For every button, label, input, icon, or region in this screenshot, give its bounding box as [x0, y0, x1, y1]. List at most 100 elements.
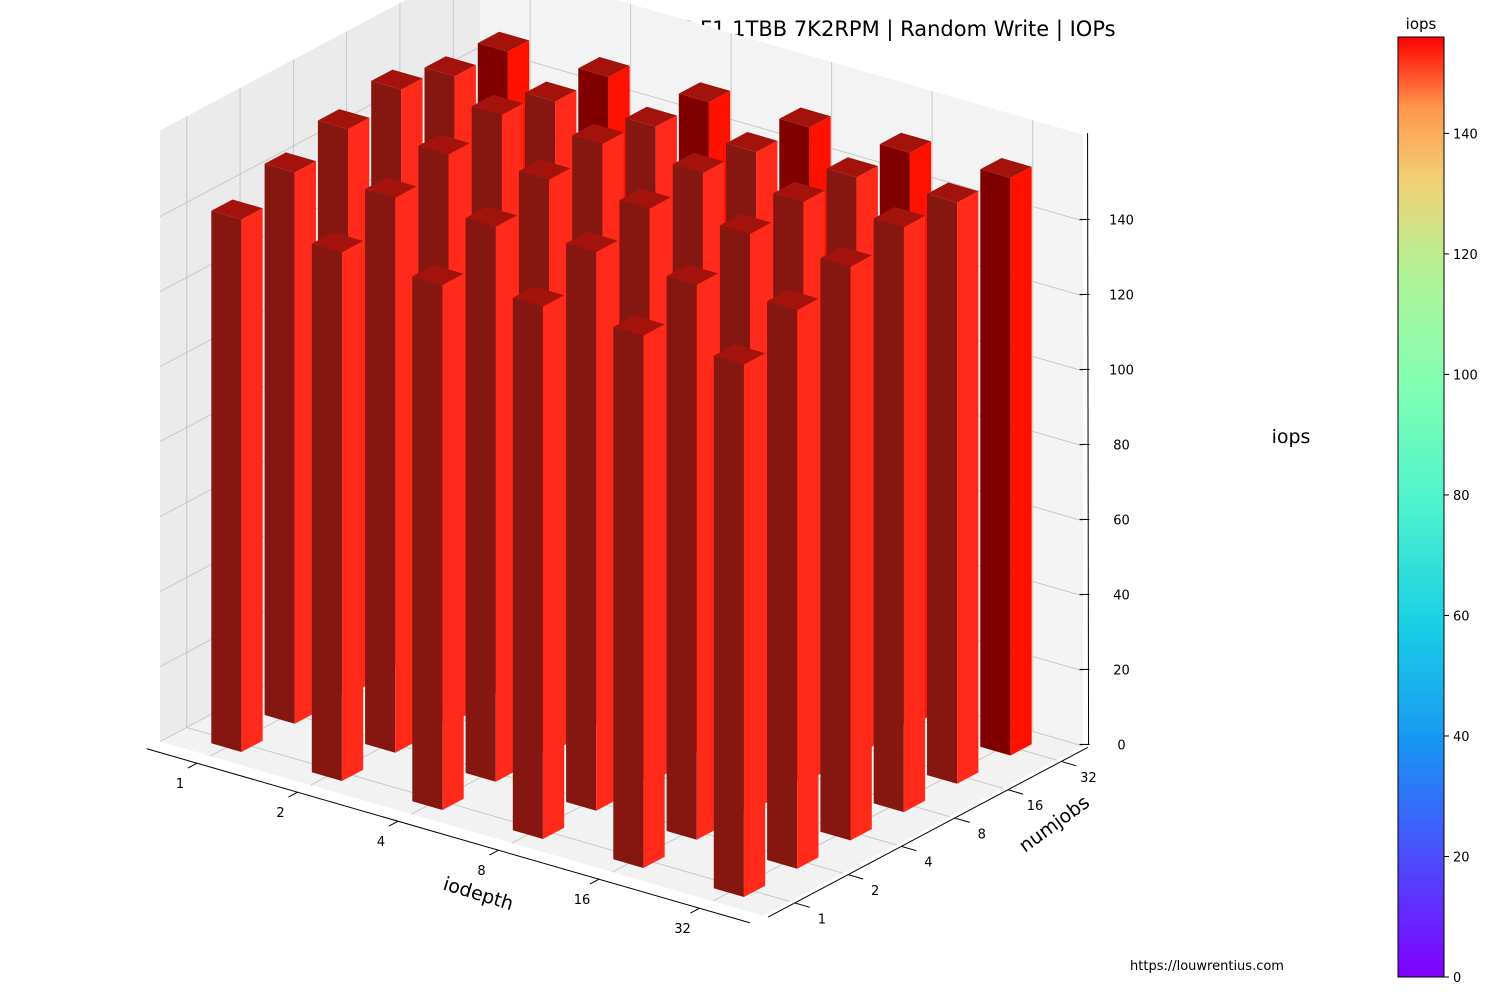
z-tick-label: 100 [1109, 363, 1134, 378]
bar-front-face [412, 276, 443, 810]
y-tick [954, 817, 970, 823]
z-tick-label: 40 [1113, 588, 1130, 603]
bar-front-face [566, 243, 597, 811]
bar-top-face [518, 159, 571, 180]
bar-top-face [719, 213, 772, 234]
bar-top-face [471, 94, 524, 115]
bar-top-face [666, 264, 718, 285]
colorbar-tick-label: 60 [1453, 609, 1470, 624]
bar-side-face [797, 298, 819, 869]
bar-top-face [619, 188, 671, 209]
z-tick-label: 140 [1109, 213, 1134, 228]
y-tick-label: 1 [818, 912, 826, 927]
bar [566, 231, 618, 811]
bar [666, 264, 718, 840]
bar-top-face [826, 157, 878, 178]
x-tick-label: 2 [276, 806, 284, 821]
bar-side-face [395, 186, 417, 753]
y-tick [794, 902, 810, 908]
bar-top-face [578, 57, 630, 77]
y-tick [901, 845, 917, 852]
bar-top-face [980, 158, 1032, 178]
colorbar-rect [1397, 36, 1445, 978]
colorbar-tick-label: 80 [1453, 489, 1470, 504]
bar-top-face [311, 232, 364, 253]
x-gridline [712, 120, 1034, 902]
bar-front-face [927, 193, 958, 784]
bar [980, 158, 1032, 756]
bar-top-face [879, 132, 932, 153]
y-tick [1061, 760, 1077, 767]
y-tick-label: 4 [924, 856, 932, 871]
colorbar-tick-label: 20 [1453, 850, 1470, 865]
y-tick [847, 874, 864, 880]
y-tick-label: 2 [871, 884, 879, 899]
bar-top-face [873, 207, 926, 228]
bar-top-face [820, 246, 872, 267]
colorbar-tick-label: 120 [1453, 248, 1478, 263]
tick-labels: 1 2 4 8 16 32 1 2 4 8 16 32 0 20 40 60 80 100 120 140 [176, 213, 1134, 937]
bar-top-face [525, 81, 577, 102]
axis-lines [146, 133, 1090, 924]
bar-front-face [264, 163, 295, 724]
bar-front-face [666, 276, 697, 840]
bar-top-face [424, 56, 476, 77]
bar [873, 207, 926, 813]
x-axis-line [146, 748, 750, 924]
z-tick-label: 60 [1113, 513, 1130, 528]
colorbar-label: iops [1406, 15, 1437, 33]
bar-top-face [767, 289, 819, 310]
bar-side-face [596, 240, 618, 811]
colorbar-tick-label: 100 [1453, 368, 1478, 383]
bar-top-face [613, 315, 665, 336]
bar [365, 177, 417, 753]
x-tick [589, 878, 600, 885]
bar-side-face [442, 273, 464, 810]
y-axis-line [767, 746, 1089, 918]
source-url: https://louwrentius.com [1130, 959, 1284, 974]
bar-side-face [495, 215, 517, 782]
bar-front-face [512, 297, 543, 839]
bar-side-face [957, 191, 979, 784]
y-gridline [186, 116, 790, 902]
bar-front-face [365, 189, 396, 753]
bars-group [211, 31, 1032, 897]
bar-side-face [743, 353, 766, 897]
bar [767, 289, 819, 869]
bar-top-face [371, 69, 423, 90]
z-tick-label: 20 [1113, 663, 1130, 678]
bar-top-face [773, 181, 825, 202]
bar-top-face [465, 206, 517, 227]
bar-front-face [465, 218, 496, 782]
bar-top-face [477, 31, 530, 52]
bar-top-face [317, 109, 370, 130]
y-tick-label: 8 [978, 827, 986, 842]
bar-front-face [873, 218, 904, 813]
bar-top-face [264, 152, 316, 173]
y-tick-label: 16 [1027, 799, 1044, 814]
bar-top-face [211, 199, 263, 220]
colorbar-tick-label: 40 [1453, 730, 1470, 745]
colorbar-tick-label: 0 [1453, 971, 1461, 986]
bar-front-face [211, 210, 242, 753]
colorbar-tick-label: 140 [1453, 127, 1478, 142]
x-tick-label: 8 [477, 864, 485, 879]
x-tick-label: 4 [377, 835, 385, 850]
bar-top-face [512, 286, 565, 307]
bar-front-face [820, 258, 851, 841]
colorbar: iops 0 20 40 60 80 100 120 140 [1397, 15, 1478, 986]
bar-top-face [418, 134, 470, 155]
z-axis-label: iops [1272, 426, 1311, 448]
bar-top-face [412, 265, 464, 285]
bar [713, 344, 766, 897]
bar [412, 265, 464, 810]
y-tick-label: 32 [1080, 771, 1097, 786]
bar-side-face [643, 324, 665, 868]
bar-top-face [566, 231, 618, 252]
z-tick-label: 120 [1109, 288, 1134, 303]
bar-top-face [726, 132, 778, 153]
x-tick [288, 791, 298, 798]
bar-top-face [365, 177, 417, 198]
bar-front-face [613, 326, 644, 868]
